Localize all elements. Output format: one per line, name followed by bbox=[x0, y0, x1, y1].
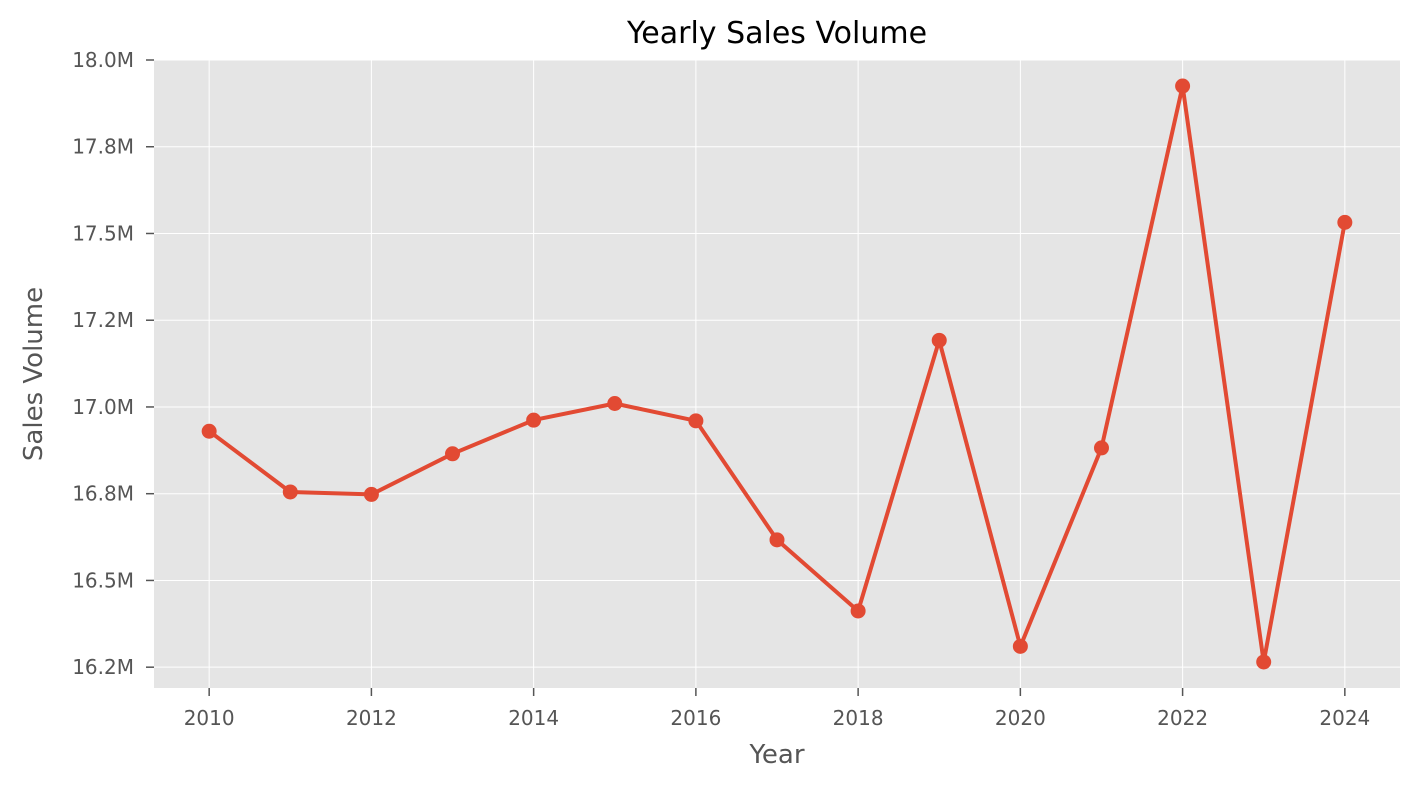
x-axis-label: Year bbox=[748, 740, 804, 770]
data-point bbox=[1175, 78, 1191, 94]
y-tick-label: 16.8M bbox=[72, 482, 134, 506]
x-tick-label: 2020 bbox=[995, 706, 1046, 730]
data-point bbox=[931, 332, 947, 348]
x-tick-label: 2014 bbox=[508, 706, 559, 730]
y-tick-label: 17.8M bbox=[72, 135, 134, 159]
x-tick-label: 2018 bbox=[833, 706, 884, 730]
x-tick-label: 2010 bbox=[184, 706, 235, 730]
x-tick-label: 2016 bbox=[670, 706, 721, 730]
data-point bbox=[769, 532, 785, 548]
y-tick-label: 16.2M bbox=[72, 655, 134, 679]
data-point bbox=[1012, 638, 1028, 654]
y-tick-label: 17.2M bbox=[72, 308, 134, 332]
data-point bbox=[850, 603, 866, 619]
chart-title: Yearly Sales Volume bbox=[626, 16, 927, 51]
data-point bbox=[445, 446, 461, 462]
data-point bbox=[1093, 440, 1109, 456]
data-point bbox=[688, 413, 704, 429]
data-points bbox=[201, 78, 1353, 670]
data-point bbox=[526, 412, 542, 428]
data-point bbox=[201, 423, 217, 439]
data-point bbox=[1337, 214, 1353, 230]
data-point bbox=[282, 484, 298, 500]
x-tick-label: 2022 bbox=[1157, 706, 1208, 730]
x-tick-label: 2024 bbox=[1319, 706, 1370, 730]
axis-ticks: 16.2M 16.5M 16.8M 17.0M 17.2M 17.5M 17.8M 18.0M… bbox=[72, 48, 1370, 730]
y-tick-label: 18.0M bbox=[72, 48, 134, 72]
data-point bbox=[607, 395, 623, 411]
x-tick-label: 2012 bbox=[346, 706, 397, 730]
y-tick-label: 17.0M bbox=[72, 395, 134, 419]
plot-area bbox=[154, 60, 1400, 688]
y-axis-label: Sales Volume bbox=[19, 287, 49, 461]
data-point bbox=[363, 486, 379, 502]
y-tick-label: 16.5M bbox=[72, 568, 134, 592]
data-point bbox=[1256, 654, 1272, 670]
y-tick-label: 17.5M bbox=[72, 221, 134, 245]
